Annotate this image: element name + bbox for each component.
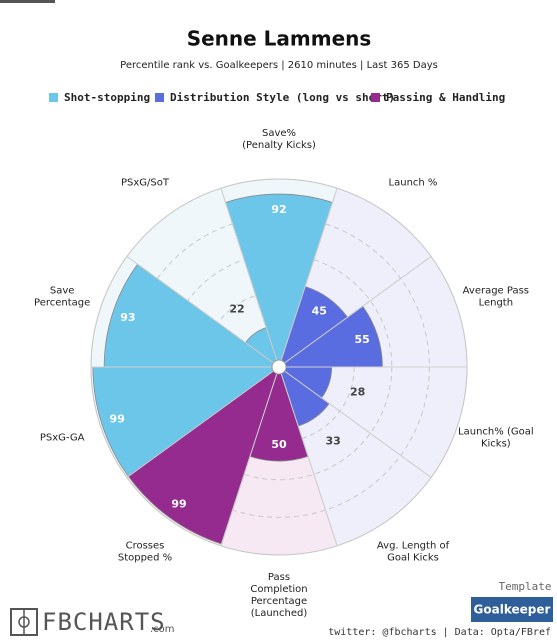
legend-swatch <box>49 93 58 102</box>
bar <box>92 366 281 477</box>
logo-text: FBCHARTS <box>42 608 166 636</box>
category-label: Crosses <box>126 540 165 551</box>
bar <box>127 365 280 545</box>
category-label: Kicks) <box>481 438 511 449</box>
value-label: 92 <box>271 203 286 216</box>
spoke <box>278 256 432 368</box>
logo-icon <box>18 616 30 628</box>
spoke <box>126 256 280 368</box>
category-label: Average Pass <box>463 286 529 297</box>
legend-swatch <box>155 93 164 102</box>
category-label: PSxG-GA <box>40 432 85 443</box>
category-label: Percentage <box>251 596 307 607</box>
logo-suffix: .com <box>150 624 175 635</box>
value-label: 33 <box>325 434 340 447</box>
value-label: 55 <box>354 333 369 346</box>
value-label: 93 <box>120 311 135 324</box>
spoke <box>126 366 280 478</box>
spoke <box>278 188 338 368</box>
template-label: Template <box>499 580 552 593</box>
value-label: 28 <box>350 386 365 399</box>
value-label: 99 <box>110 413 125 426</box>
value-label: 22 <box>229 302 244 315</box>
chart-title: Senne Lammens <box>187 27 372 51</box>
center-dot <box>271 359 287 375</box>
credit: twitter: @fbcharts | Data: Opta/FBref <box>328 627 551 638</box>
category-label: Pass <box>268 572 290 583</box>
legend-label: Distribution Style (long vs short) <box>170 91 395 104</box>
category-label: Save <box>50 286 75 297</box>
category-label: PSxG/SoT <box>121 178 170 189</box>
template-button[interactable] <box>471 597 553 622</box>
bar <box>103 263 281 368</box>
spoke <box>220 366 280 546</box>
category-label: (Launched) <box>251 608 308 619</box>
tab-bar <box>0 0 55 3</box>
category-label: (Penalty Kicks) <box>242 140 316 151</box>
category-label: Launch% (Goal <box>458 426 534 437</box>
category-label: Completion <box>250 584 307 595</box>
category-label: Percentage <box>34 298 90 309</box>
legend-label: Shot-stopping <box>64 91 150 104</box>
bar <box>225 193 333 369</box>
template-button-text[interactable]: Goalkeeper <box>474 603 551 617</box>
legend-label: Passing & Handling <box>386 91 505 104</box>
category-label: Goal Kicks <box>387 552 439 563</box>
spoke <box>220 188 280 368</box>
value-label: 45 <box>312 305 327 318</box>
category-label: Launch % <box>389 178 438 189</box>
spoke <box>278 366 338 546</box>
chart-subtitle: Percentile rank vs. Goalkeepers | 2610 m… <box>120 60 438 71</box>
legend-swatch <box>371 93 380 102</box>
category-label: Save% <box>262 128 296 139</box>
spoke <box>278 366 432 478</box>
value-label: 50 <box>271 438 287 451</box>
category-label: Stopped % <box>118 552 172 563</box>
category-label: Length <box>479 298 514 309</box>
value-label: 99 <box>171 498 186 511</box>
category-label: Avg. Length of <box>377 540 450 551</box>
